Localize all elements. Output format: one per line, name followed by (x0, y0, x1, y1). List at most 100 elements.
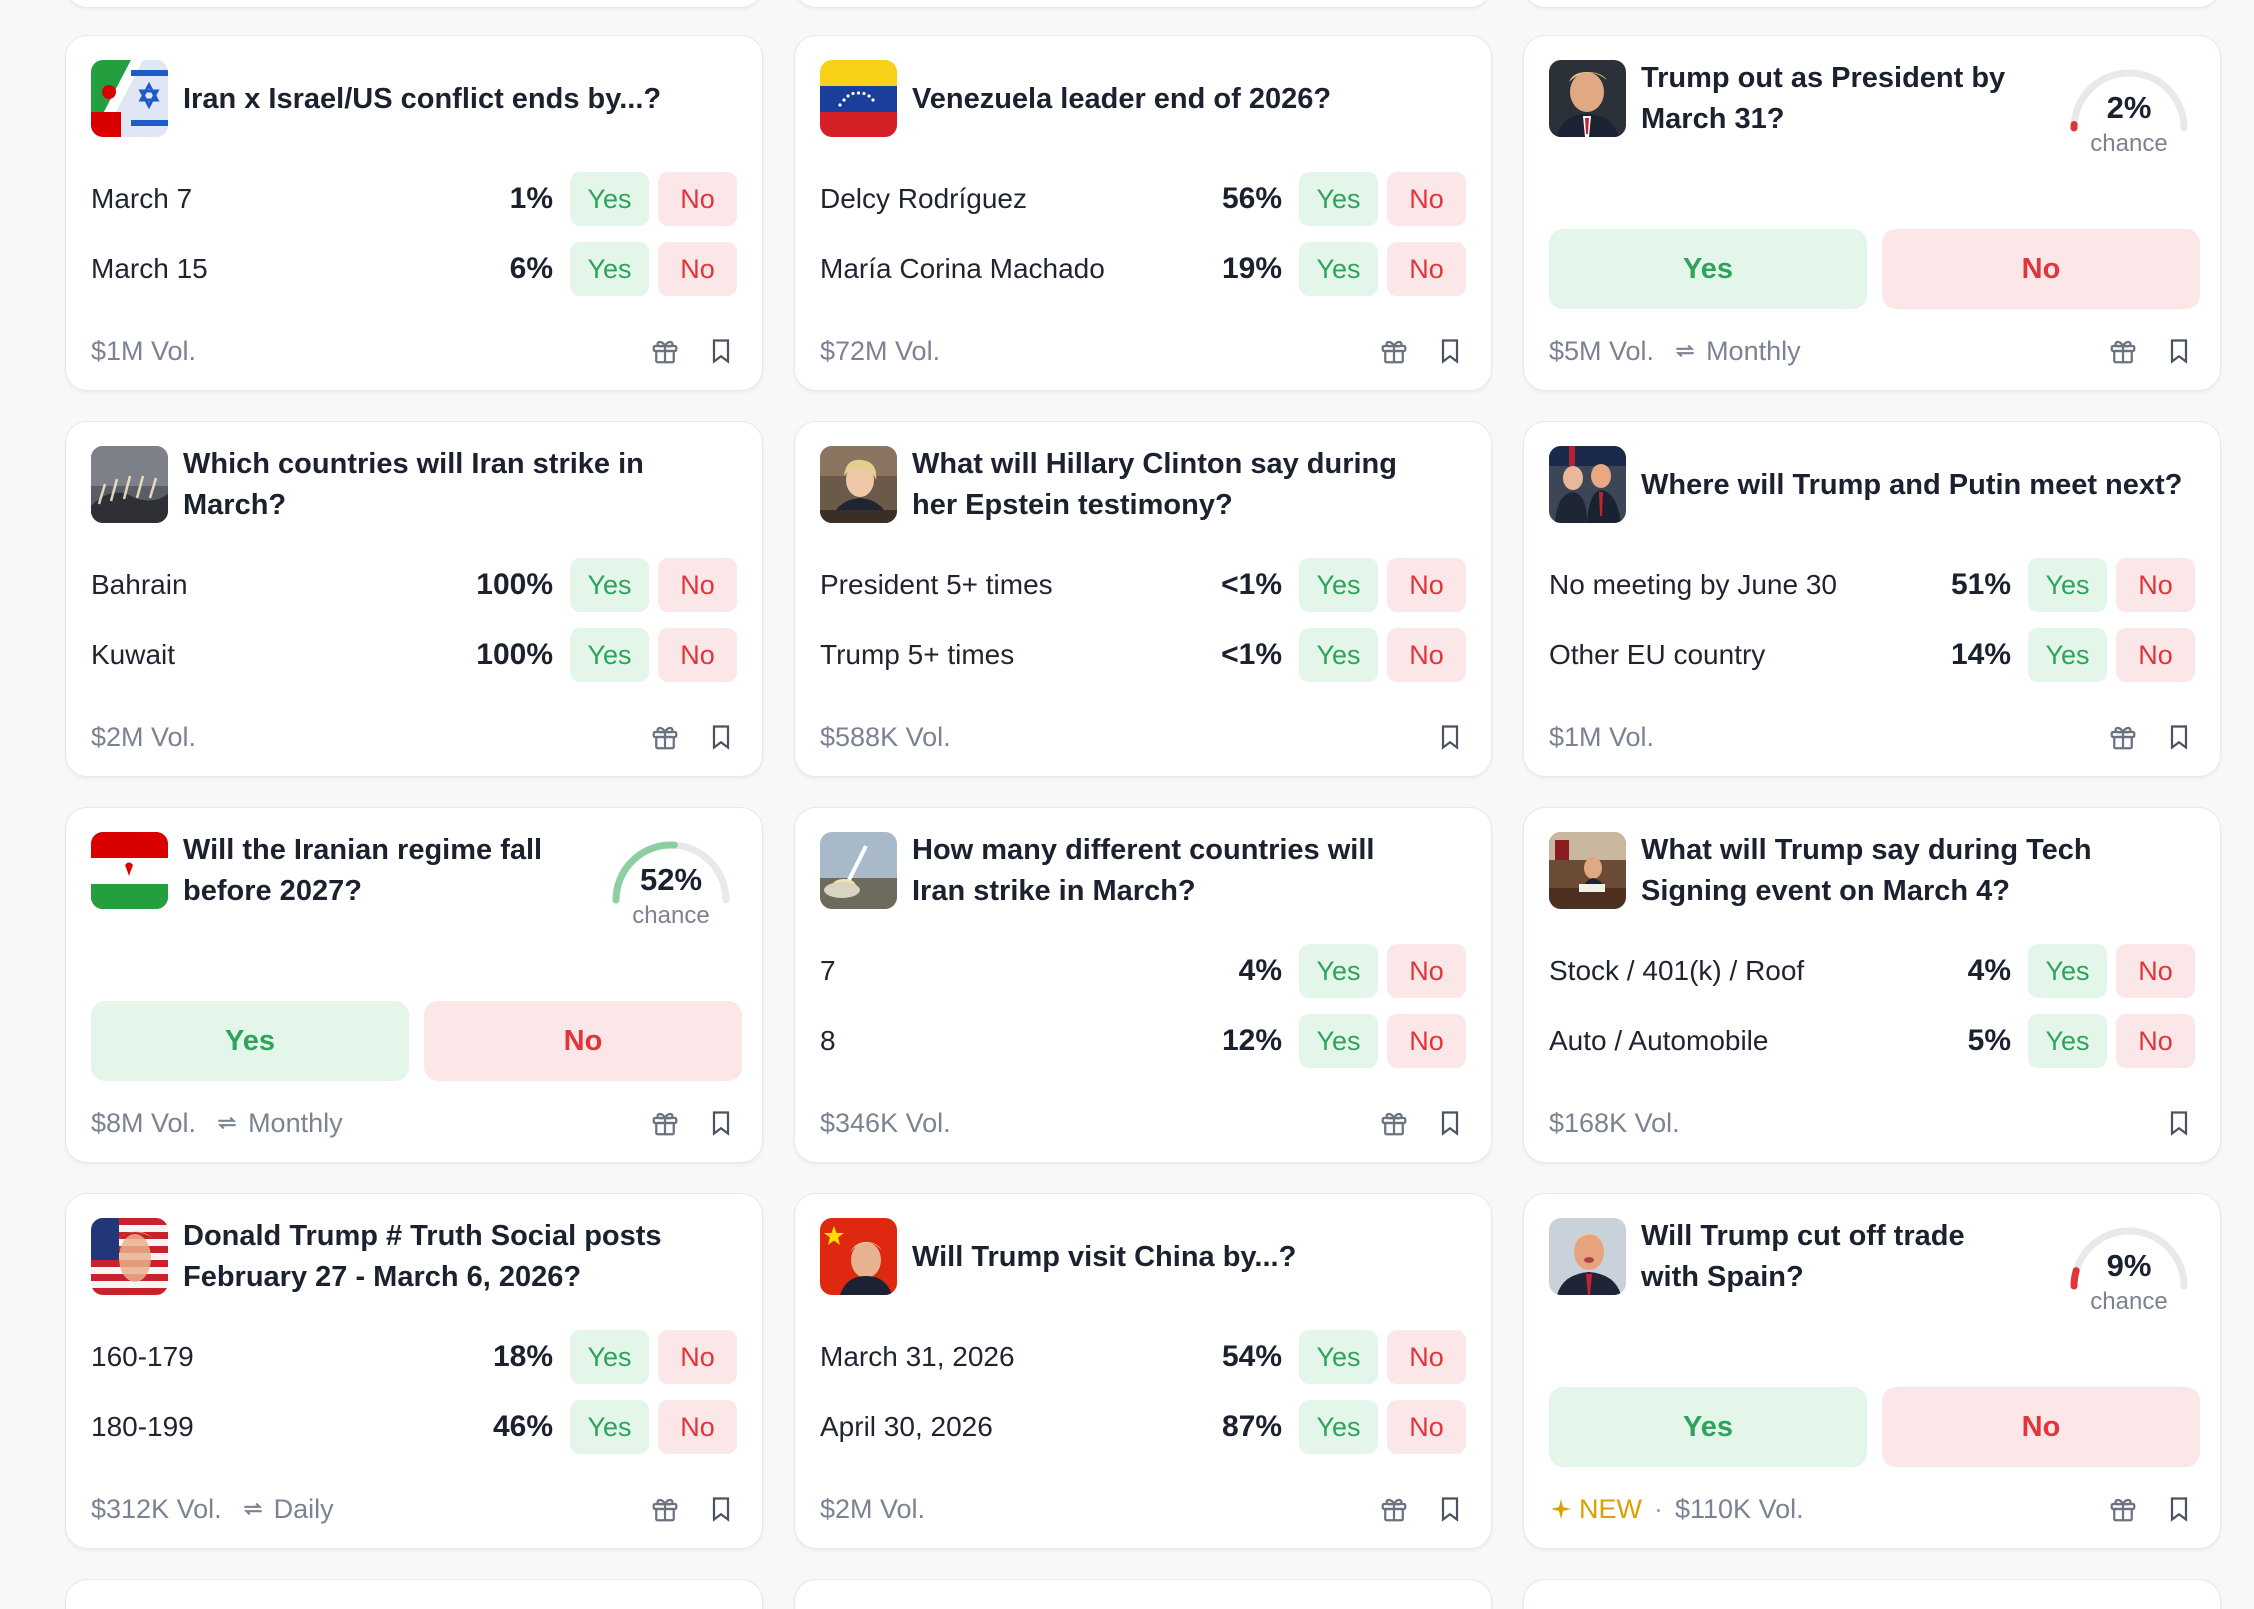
market-title[interactable]: Will the Iranian regime fall before 2027… (183, 834, 543, 907)
no-button[interactable]: No (658, 558, 737, 612)
no-button[interactable]: No (424, 1001, 742, 1081)
no-button[interactable]: No (1387, 242, 1466, 296)
bookmark-icon[interactable] (2163, 721, 2195, 753)
no-button[interactable]: No (658, 1400, 737, 1454)
market-card[interactable]: Where will Trump and Putin meet next? No… (1523, 421, 2221, 777)
market-title[interactable]: Trump out as President by March 31? (1641, 62, 2006, 135)
gift-icon[interactable] (649, 1107, 681, 1139)
market-card-partial[interactable] (65, 1579, 763, 1609)
bookmark-icon[interactable] (2163, 335, 2195, 367)
market-card[interactable]: Trump out as President by March 31? 2% c… (1523, 35, 2221, 391)
no-button[interactable]: No (1387, 1330, 1466, 1384)
yes-button[interactable]: Yes (2028, 558, 2107, 612)
gift-icon[interactable] (1378, 1107, 1410, 1139)
market-title[interactable]: Will Trump visit China by...? (912, 1240, 1297, 1273)
market-title[interactable]: How many different countries will Iran s… (912, 834, 1375, 907)
yes-button[interactable]: Yes (2028, 628, 2107, 682)
outcome-row: April 30, 2026 87% Yes No (820, 1400, 1466, 1454)
market-title[interactable]: What will Trump say during Tech Signing … (1641, 834, 2092, 907)
market-card[interactable]: Which countries will Iran strike in Marc… (65, 421, 763, 777)
no-button[interactable]: No (1387, 1400, 1466, 1454)
bookmark-icon[interactable] (705, 721, 737, 753)
bookmark-icon[interactable] (1434, 721, 1466, 753)
gift-icon[interactable] (649, 335, 681, 367)
market-card-partial[interactable] (794, 1579, 1492, 1609)
market-card[interactable]: What will Hillary Clinton say during her… (794, 421, 1492, 777)
market-card-partial[interactable] (65, 0, 763, 8)
no-button[interactable]: No (1882, 1387, 2200, 1467)
gift-icon[interactable] (2107, 1493, 2139, 1525)
market-card-partial[interactable] (1523, 1579, 2221, 1609)
bookmark-icon[interactable] (1434, 335, 1466, 367)
gift-icon[interactable] (2107, 721, 2139, 753)
yes-button[interactable]: Yes (570, 558, 649, 612)
yes-button[interactable]: Yes (1299, 1014, 1378, 1068)
gift-icon[interactable] (649, 721, 681, 753)
yes-button[interactable]: Yes (1299, 628, 1378, 682)
no-button[interactable]: No (1387, 1014, 1466, 1068)
no-button[interactable]: No (1387, 558, 1466, 612)
market-title[interactable]: What will Hillary Clinton say during her… (912, 448, 1397, 521)
outcome-label: 7 (820, 955, 836, 986)
market-card[interactable]: Will Trump cut off trade with Spain? 9% … (1523, 1193, 2221, 1549)
yes-button[interactable]: Yes (91, 1001, 409, 1081)
yes-button[interactable]: Yes (1549, 229, 1867, 309)
no-button[interactable]: No (1387, 628, 1466, 682)
gift-icon[interactable] (649, 1493, 681, 1525)
no-button[interactable]: No (658, 242, 737, 296)
market-title[interactable]: Venezuela leader end of 2026? (912, 82, 1332, 115)
outcome-label: April 30, 2026 (820, 1411, 993, 1442)
no-button[interactable]: No (2116, 628, 2195, 682)
no-button[interactable]: No (658, 172, 737, 226)
repeat-icon (243, 1502, 262, 1516)
yes-button[interactable]: Yes (570, 1400, 649, 1454)
market-card[interactable]: Donald Trump # Truth Social posts Februa… (65, 1193, 763, 1549)
yes-button[interactable]: Yes (570, 172, 649, 226)
bookmark-icon[interactable] (2163, 1107, 2195, 1139)
bookmark-icon[interactable] (705, 335, 737, 367)
yes-button[interactable]: Yes (1299, 1330, 1378, 1384)
no-button[interactable]: No (1882, 229, 2200, 309)
market-card-partial[interactable] (794, 0, 1492, 8)
bookmark-icon[interactable] (1434, 1107, 1466, 1139)
no-button[interactable]: No (1387, 944, 1466, 998)
market-card[interactable]: Venezuela leader end of 2026? Delcy Rodr… (794, 35, 1492, 391)
market-title[interactable]: Donald Trump # Truth Social posts Februa… (183, 1220, 662, 1293)
market-title[interactable]: Which countries will Iran strike in Marc… (183, 448, 644, 521)
market-card[interactable]: What will Trump say during Tech Signing … (1523, 807, 2221, 1163)
bookmark-icon[interactable] (1434, 1493, 1466, 1525)
market-card[interactable]: Will the Iranian regime fall before 2027… (65, 807, 763, 1163)
market-card-partial[interactable] (1523, 0, 2221, 8)
no-button[interactable]: No (2116, 944, 2195, 998)
yes-button[interactable]: Yes (1299, 172, 1378, 226)
yes-button[interactable]: Yes (2028, 1014, 2107, 1068)
no-button[interactable]: No (2116, 558, 2195, 612)
bookmark-icon[interactable] (705, 1493, 737, 1525)
yes-button[interactable]: Yes (1549, 1387, 1867, 1467)
yes-button[interactable]: Yes (2028, 944, 2107, 998)
yes-button[interactable]: Yes (1299, 242, 1378, 296)
gift-icon[interactable] (1378, 1493, 1410, 1525)
yes-button[interactable]: Yes (1299, 1400, 1378, 1454)
bookmark-icon[interactable] (2163, 1493, 2195, 1525)
market-card[interactable]: Iran x Israel/US conflict ends by...? Ma… (65, 35, 763, 391)
no-button[interactable]: No (658, 628, 737, 682)
no-button[interactable]: No (1387, 172, 1466, 226)
gift-icon[interactable] (1378, 335, 1410, 367)
bookmark-icon[interactable] (705, 1107, 737, 1139)
yes-button[interactable]: Yes (1299, 558, 1378, 612)
yes-button[interactable]: Yes (570, 242, 649, 296)
no-button[interactable]: No (2116, 1014, 2195, 1068)
market-title[interactable]: Iran x Israel/US conflict ends by...? (183, 82, 662, 115)
market-title[interactable]: Will Trump cut off trade with Spain? (1641, 1220, 1965, 1293)
outcome-probability: 19% (1221, 252, 1282, 285)
no-button[interactable]: No (658, 1330, 737, 1384)
yes-button[interactable]: Yes (1299, 944, 1378, 998)
market-title[interactable]: Where will Trump and Putin meet next? (1641, 468, 2183, 501)
market-card[interactable]: Will Trump visit China by...? March 31, … (794, 1193, 1492, 1549)
yes-button[interactable]: Yes (570, 1330, 649, 1384)
yes-button[interactable]: Yes (570, 628, 649, 682)
market-card[interactable]: How many different countries will Iran s… (794, 807, 1492, 1163)
gift-icon[interactable] (2107, 335, 2139, 367)
outcome-row: 160-179 18% Yes No (91, 1330, 737, 1384)
